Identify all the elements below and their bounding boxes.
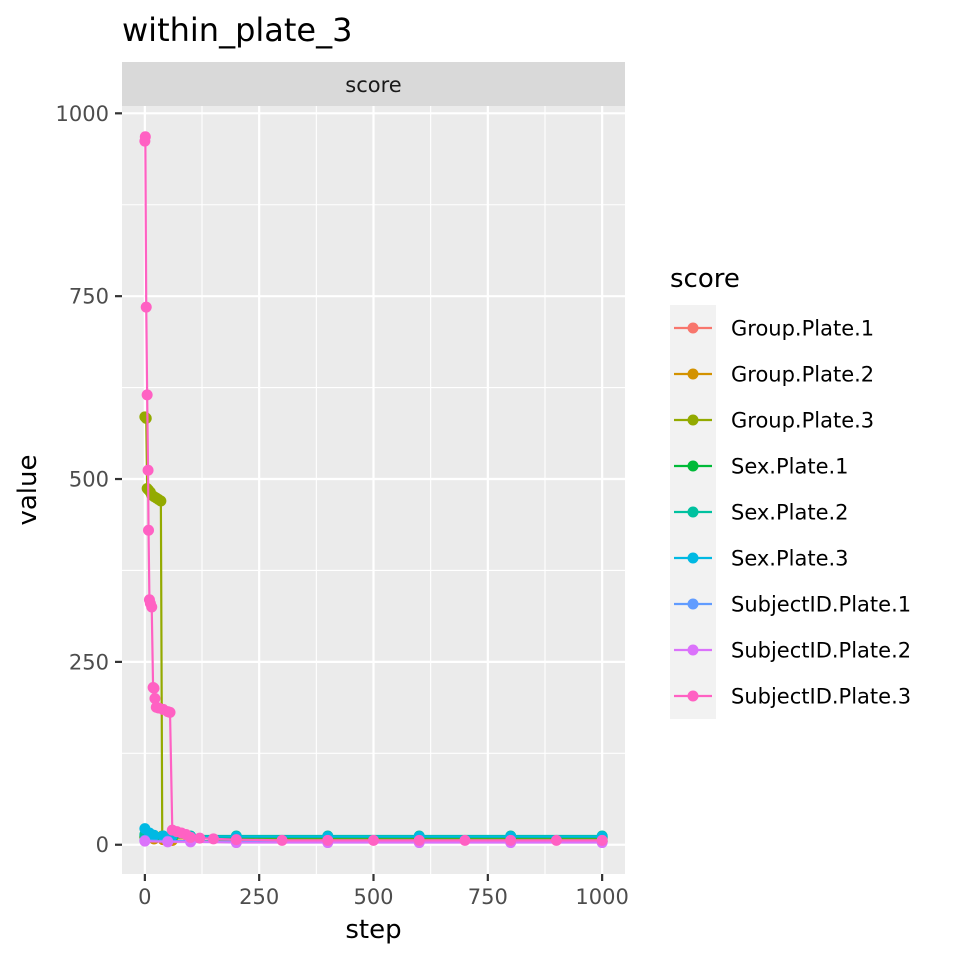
- legend-item-subjectid-plate-3: SubjectID.Plate.3: [674, 685, 911, 709]
- legend-item-group-plate-1: Group.Plate.1: [674, 317, 874, 341]
- x-axis-title: step: [345, 915, 401, 945]
- data-point: [155, 495, 167, 507]
- legend-key-point: [687, 368, 699, 380]
- data-point: [148, 829, 160, 841]
- data-point: [149, 692, 161, 704]
- legend-key-point: [687, 644, 699, 656]
- series-subjectid-plate-3: [139, 131, 608, 846]
- data-point: [505, 834, 517, 846]
- legend-key-point: [687, 690, 699, 702]
- x-tick-label: 0: [138, 885, 151, 909]
- legend-key-point: [687, 322, 699, 334]
- data-point: [139, 835, 151, 847]
- legend-label: SubjectID.Plate.1: [731, 593, 911, 617]
- y-tick-label: 250: [69, 650, 109, 674]
- data-point: [207, 833, 219, 845]
- y-tick-label: 500: [69, 468, 109, 492]
- data-point: [185, 831, 197, 843]
- data-point: [413, 834, 425, 846]
- legend-label: Sex.Plate.3: [731, 547, 849, 571]
- grid-lines: [122, 106, 625, 874]
- data-point: [140, 301, 152, 313]
- x-tick-label: 500: [353, 885, 393, 909]
- data-point: [322, 834, 334, 846]
- y-axis-title: value: [13, 454, 43, 525]
- legend-item-subjectid-plate-1: SubjectID.Plate.1: [674, 593, 911, 617]
- legend-item-sex-plate-1: Sex.Plate.1: [674, 455, 849, 479]
- legend-item-group-plate-3: Group.Plate.3: [674, 409, 874, 433]
- legend-title: score: [670, 264, 740, 294]
- legend-key-point: [687, 414, 699, 426]
- legend-items: Group.Plate.1 Group.Plate.2 Group.Plate.3 S…: [674, 317, 911, 709]
- y-tick-label: 0: [96, 833, 109, 857]
- data-point: [162, 836, 174, 848]
- legend-label: Group.Plate.1: [731, 317, 874, 341]
- legend-key-point: [687, 552, 699, 564]
- data-point: [140, 412, 152, 424]
- data-point: [164, 706, 176, 718]
- x-tick-label: 250: [239, 885, 279, 909]
- data-point: [459, 834, 471, 846]
- facet-strip-label: score: [345, 73, 401, 97]
- data-point: [596, 834, 608, 846]
- data-point: [148, 682, 160, 694]
- legend-item-sex-plate-2: Sex.Plate.2: [674, 501, 849, 525]
- chart-title: within_plate_3: [122, 11, 352, 49]
- legend-key-point: [687, 460, 699, 472]
- legend-item-group-plate-2: Group.Plate.2: [674, 363, 874, 387]
- data-point: [139, 131, 151, 143]
- legend-item-subjectid-plate-2: SubjectID.Plate.2: [674, 639, 911, 663]
- legend-label: SubjectID.Plate.3: [731, 685, 911, 709]
- legend-label: Group.Plate.3: [731, 409, 874, 433]
- y-tick-label: 1000: [56, 102, 109, 126]
- legend-label: Sex.Plate.2: [731, 501, 849, 525]
- series-layer: [139, 131, 608, 849]
- legend-key-point: [687, 506, 699, 518]
- y-tick-label: 750: [69, 285, 109, 309]
- data-point: [368, 834, 379, 846]
- data-point: [230, 834, 242, 846]
- y-axis: 0 250 500 750 1000: [56, 102, 122, 857]
- legend: score Group.Plate.1Group.Plate.2Group.Pl…: [670, 264, 911, 719]
- x-tick-label: 1000: [575, 885, 628, 909]
- x-axis: 0 250 500 750 1000: [138, 874, 629, 909]
- data-point: [550, 834, 562, 846]
- legend-label: SubjectID.Plate.2: [731, 639, 911, 663]
- facet-strip: [122, 62, 625, 106]
- data-point: [142, 464, 154, 476]
- data-point: [194, 832, 206, 844]
- legend-key-point: [687, 598, 699, 610]
- data-point: [276, 834, 288, 846]
- legend-label: Group.Plate.2: [731, 363, 874, 387]
- legend-item-sex-plate-3: Sex.Plate.3: [674, 547, 849, 571]
- data-point: [146, 601, 158, 613]
- data-point: [143, 524, 155, 536]
- legend-label: Sex.Plate.1: [731, 455, 849, 479]
- data-point: [141, 389, 153, 401]
- x-tick-label: 750: [468, 885, 508, 909]
